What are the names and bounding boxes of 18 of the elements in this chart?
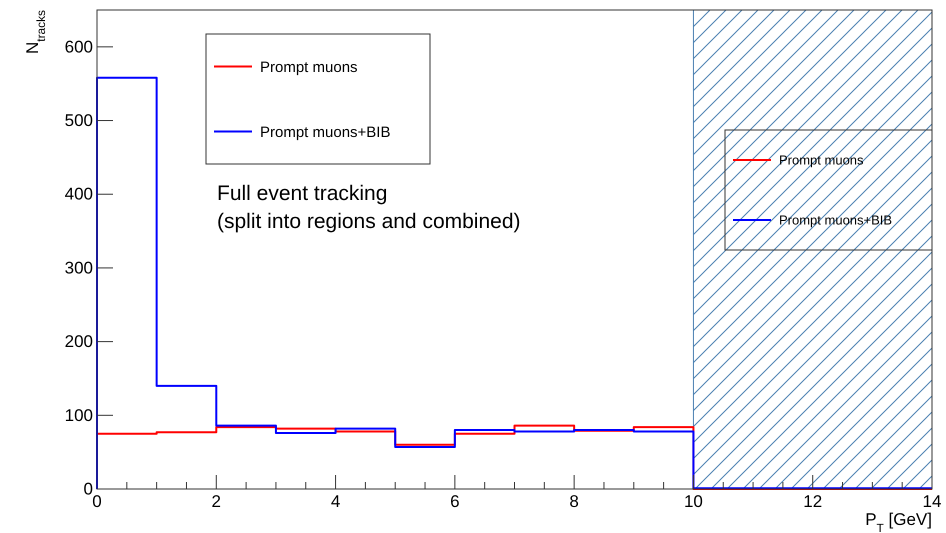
y-tick-label: 200 [64,332,93,352]
y-tick-label: 0 [84,479,93,498]
y-tick-label: 500 [64,110,93,130]
x-tick-label: 12 [803,492,822,512]
annotation: Full event tracking (split into regions and combined) [217,182,520,233]
text: Prompt muons [260,58,358,76]
x-tick-label: 10 [684,492,703,512]
y-tick-label: 100 [64,406,93,425]
y-tick-label: 300 [64,258,93,278]
x-tick-label: 6 [450,492,460,512]
y-tick-label: 600 [64,37,93,56]
x-axis-title: P$_{T}$ [GeV] [865,510,932,533]
x-tick-label: 14 [922,492,942,512]
x-tick-label: 4 [330,492,340,512]
legend-label: Prompt muons+BIB [260,124,390,141]
x-tick-label: 8 [569,492,579,512]
x-tick-label: 2 [212,492,222,512]
y-tick-label: 400 [64,184,93,204]
